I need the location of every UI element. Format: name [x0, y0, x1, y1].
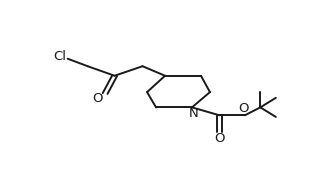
Text: O: O — [239, 102, 249, 115]
Text: N: N — [188, 107, 198, 120]
Text: O: O — [92, 92, 103, 105]
Text: Cl: Cl — [54, 50, 67, 63]
Text: O: O — [214, 132, 225, 145]
